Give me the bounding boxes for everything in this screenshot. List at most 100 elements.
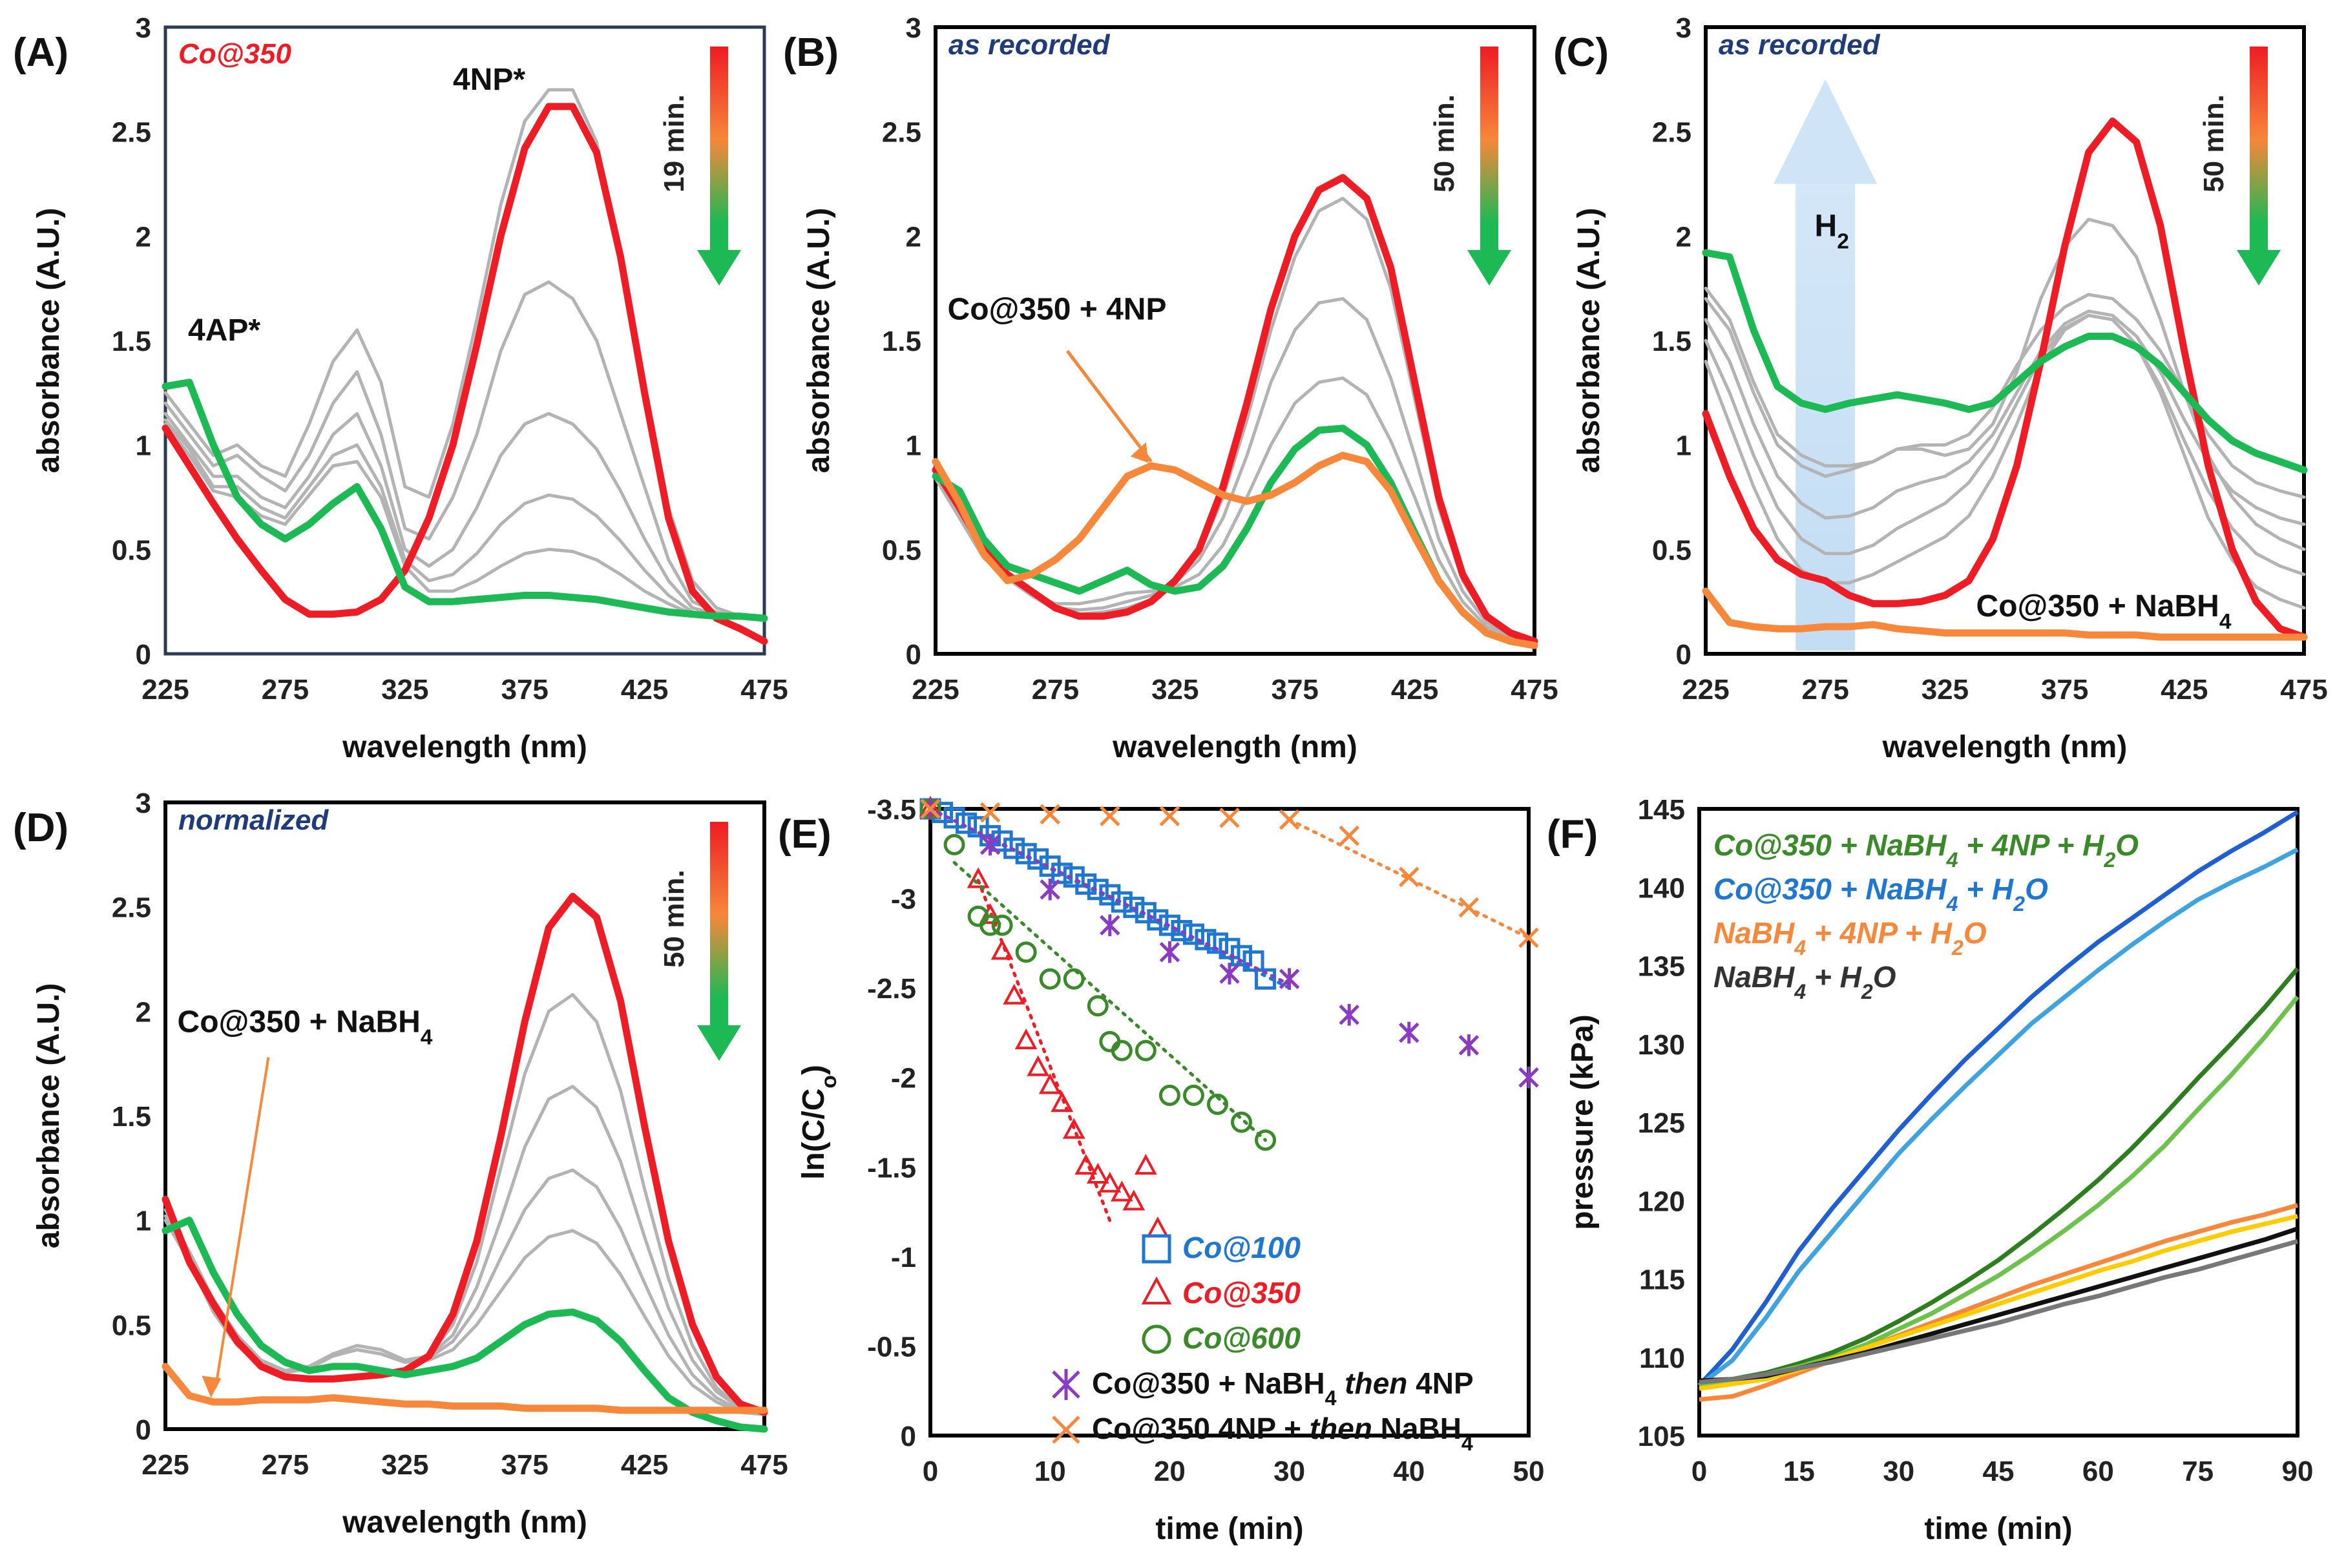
data-point-square (1195, 928, 1217, 950)
x-tick-label: 425 (2161, 674, 2208, 706)
data-point-square (1003, 837, 1025, 859)
data-point-circle (1158, 1084, 1180, 1106)
data-point-circle (1255, 1129, 1277, 1151)
y-tick-label: 2.5 (882, 117, 921, 149)
panel-c: 225 275 325 375 425 475 0 0.5 1 1.5 2 2.5 3 wavelengt… (1553, 12, 2328, 764)
data-point-triangle (1146, 1216, 1169, 1238)
x-tick-label: 15 (1783, 1456, 1815, 1487)
y-tick-label: 2 (1676, 221, 1691, 253)
data-point-star (1339, 1003, 1359, 1026)
y-tick-label: 1 (906, 430, 921, 462)
data-point-square (1027, 848, 1049, 870)
x-axis-label: wavelength (nm) (342, 730, 587, 764)
data-point-square (1158, 914, 1180, 936)
series-line-green (1702, 249, 2308, 474)
data-point-x (1219, 808, 1240, 828)
time-arrow-head (697, 1025, 741, 1061)
y-tick-label: -1 (891, 1242, 916, 1273)
y-tick-label: 125 (1638, 1107, 1685, 1139)
data-point-square (1255, 968, 1277, 990)
data-point-circle (1039, 968, 1061, 990)
data-point-triangle (967, 867, 990, 888)
y-tick-label: 0 (136, 639, 151, 671)
pressure-line (1699, 1203, 2298, 1402)
time-label: 50 min. (658, 870, 690, 968)
panel-b: 225 275 325 375 425 475 0 0.5 1 1.5 2 2.5 3 wavelengt… (783, 12, 1558, 764)
x-axis-label: wavelength (nm) (1112, 730, 1357, 764)
data-point-star (1100, 914, 1120, 936)
data-point-x (1040, 804, 1060, 825)
series-line-gray (163, 1085, 766, 1416)
y-tick-label: 3 (136, 788, 151, 819)
data-point-star (1279, 968, 1300, 990)
panel-label: (B) (783, 30, 839, 75)
data-point-square (1099, 884, 1121, 906)
annotation-arrow-head (202, 1375, 222, 1398)
data-point-square (1051, 862, 1073, 884)
data-point-triangle (1098, 1171, 1122, 1193)
data-point-circle (1087, 995, 1109, 1017)
x-tick-label: 50 (1513, 1456, 1545, 1487)
data-point-triangle (1038, 1073, 1062, 1094)
x-tick-label: 375 (501, 1449, 548, 1481)
data-point-square (1135, 902, 1157, 924)
y-tick-label: 2.5 (112, 892, 151, 924)
data-point-x (1518, 927, 1539, 948)
y-tick-label: 2.5 (1652, 117, 1691, 149)
data-point-star (1518, 1066, 1539, 1089)
y-tick-label: 105 (1638, 1421, 1685, 1452)
y-tick-label: 120 (1638, 1186, 1685, 1217)
data-point-x (920, 799, 941, 819)
x-tick-label: 60 (2082, 1456, 2114, 1487)
x-axis-label: time (min) (1155, 1512, 1303, 1546)
plot-frame (934, 25, 1536, 656)
data-point-square (1123, 896, 1145, 918)
legend-label: Co@350 + NaBH4 + H2O (1713, 872, 2048, 915)
data-point-circle (991, 914, 1013, 936)
panel-e: 0 10 20 30 40 50 0 -0.5 -1 -1.5 -2 -2.5 -3 -3.5 time (… (778, 794, 1544, 1546)
x-tick-label: 45 (1983, 1456, 2015, 1487)
x-tick-label: 0 (1691, 1456, 1707, 1487)
pressure-line (1699, 1239, 2298, 1385)
y-tick-label: 0 (136, 1414, 151, 1446)
data-point-circle (1135, 1040, 1157, 1061)
y-tick-label: 3 (136, 12, 151, 44)
legend-marker-star (1052, 1369, 1080, 1400)
data-point-square (1147, 909, 1169, 931)
fit-line (1288, 818, 1531, 940)
x-tick-label: 275 (262, 1449, 309, 1481)
mode-tag: as recorded (1719, 29, 1881, 61)
data-point-star (1040, 878, 1060, 901)
data-point-circle (1015, 941, 1037, 963)
y-tick-label: 110 (1639, 1343, 1685, 1374)
x-tick-label: 225 (141, 674, 189, 706)
time-label: 19 min. (658, 94, 690, 193)
time-arrow-shaft (710, 822, 728, 1029)
data-point-star (1219, 963, 1240, 985)
x-tick-label: 225 (1682, 674, 1729, 706)
legend-marker-circle (1142, 1324, 1171, 1354)
panel-label: (C) (1553, 30, 1609, 75)
y-tick-label: 130 (1638, 1029, 1685, 1061)
panel-label: (D) (13, 806, 68, 850)
series-line-gray (1704, 313, 2306, 576)
x-tick-label: 325 (1921, 674, 1969, 706)
y-tick-label: 0 (906, 639, 921, 671)
y-tick-label: 1 (136, 430, 151, 462)
y-axis-label: ln(C/Co) (797, 1065, 841, 1180)
y-tick-label: 3 (906, 12, 921, 44)
data-point-star (1399, 1021, 1419, 1044)
legend-label: Co@600 (1182, 1321, 1301, 1355)
fit-line (952, 861, 1268, 1142)
data-point-circle (1231, 1111, 1253, 1133)
series-line-red (1702, 118, 2308, 641)
x-tick-label: 375 (1271, 674, 1318, 706)
data-point-triangle (1027, 1055, 1050, 1076)
y-tick-label: 0.5 (112, 1310, 151, 1341)
y-axis-label: pressure (kPa) (1565, 1014, 1600, 1230)
legend-label: Co@350 4NP + then NaBH4 (1092, 1412, 1473, 1455)
y-tick-label: 0.5 (1652, 534, 1691, 566)
series-line-orange (932, 452, 1538, 649)
time-label: 50 min. (1429, 94, 1460, 193)
x-tick-label: 425 (621, 674, 668, 706)
